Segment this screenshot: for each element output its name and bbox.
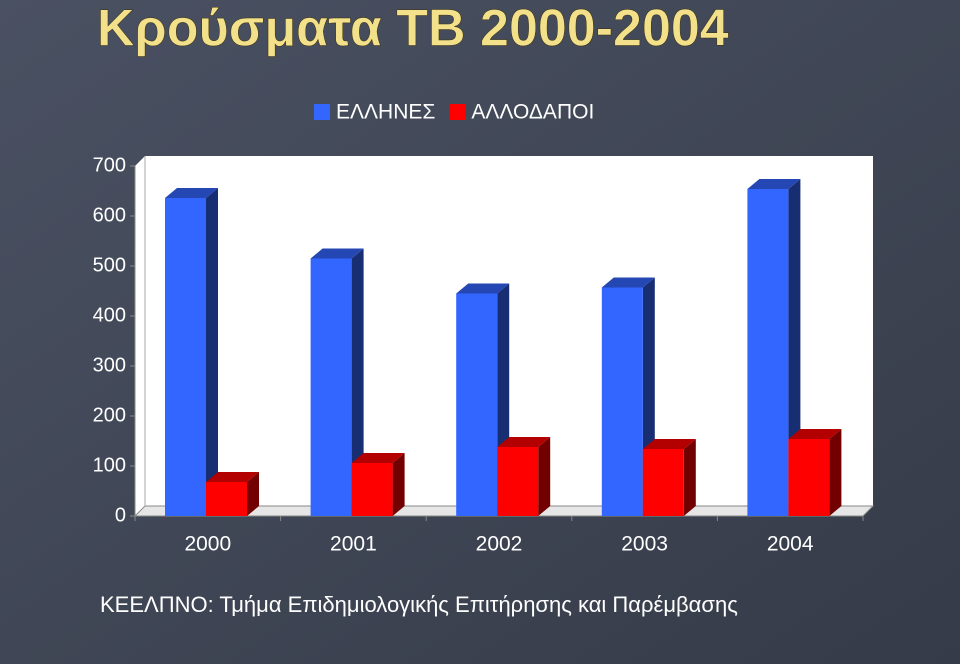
bar-top: [601, 277, 655, 288]
bar: [788, 429, 842, 516]
y-tick-label: 100: [93, 454, 126, 476]
source-note: ΚΕΕΛΠΝΟ: Τμήμα Επιδημιολογικής Επιτήρηση…: [100, 592, 738, 617]
legend-swatch: [314, 104, 330, 120]
bar-front: [351, 463, 393, 516]
bar: [642, 439, 696, 516]
bar-top: [788, 429, 842, 439]
bar: [165, 188, 218, 516]
legend-label: ΑΛΛΟΔΑΠΟΙ: [471, 101, 594, 124]
bar-side: [538, 437, 551, 516]
x-tick-label: 2004: [767, 533, 814, 556]
y-tick-label: 300: [93, 354, 126, 376]
bar: [310, 248, 364, 516]
bar-top: [310, 248, 364, 259]
x-tick-label: 2000: [184, 533, 231, 556]
bar-top: [165, 188, 218, 198]
bar-top: [497, 437, 551, 447]
bar-front: [165, 198, 206, 516]
bar: [351, 453, 405, 516]
bar-front: [642, 449, 684, 516]
bar-top: [351, 453, 405, 463]
bar-front: [206, 482, 247, 516]
bar-side: [683, 439, 696, 516]
x-tick-label: 2002: [476, 533, 523, 556]
y-tick-label: 700: [93, 154, 126, 176]
bar-top: [642, 439, 696, 449]
bar-side: [351, 248, 364, 516]
x-tick-label: 2003: [621, 533, 668, 556]
bar-front: [456, 293, 498, 516]
bar-side: [206, 188, 218, 516]
bar-front: [310, 258, 352, 516]
y-tick-label: 500: [93, 254, 126, 276]
bar-side: [247, 472, 259, 516]
bar-front: [788, 439, 830, 516]
legend-swatch: [449, 104, 466, 120]
bar-top: [747, 179, 801, 189]
y-tick-label: 600: [93, 204, 126, 226]
bar-top: [206, 472, 259, 482]
bar-front: [497, 447, 539, 516]
chart-title: Κρούσματα ΤΒ 2000-2004: [97, 0, 729, 58]
bar-front: [601, 287, 643, 516]
bar-top: [456, 283, 510, 294]
legend-label: ΕΛΛΗΝΕΣ: [336, 101, 435, 124]
x-tick-label: 2001: [330, 533, 377, 556]
bar-side: [392, 453, 405, 516]
y-tick-label: 0: [115, 504, 126, 526]
bar-front: [747, 189, 789, 516]
bar: [206, 472, 259, 516]
bar: [497, 437, 551, 516]
y-tick-label: 200: [93, 404, 126, 426]
bar-side: [829, 429, 842, 516]
y-tick-label: 400: [93, 304, 126, 326]
bar: [747, 179, 801, 516]
